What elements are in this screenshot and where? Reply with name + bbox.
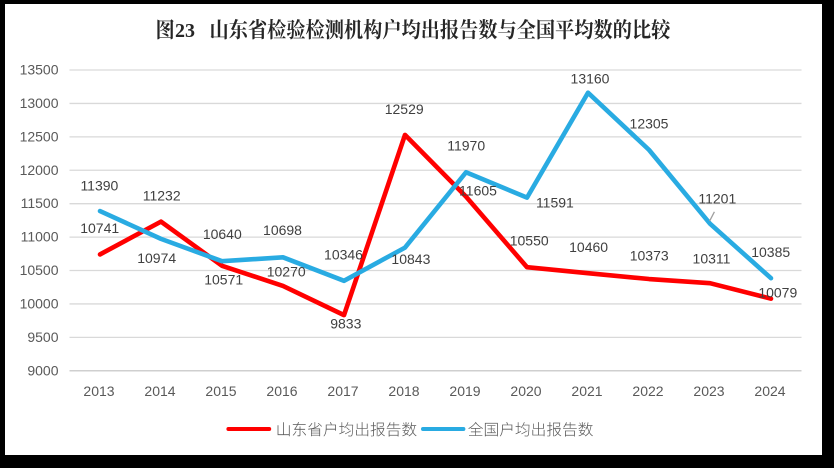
svg-text:12000: 12000 xyxy=(20,162,59,178)
svg-text:10741: 10741 xyxy=(80,220,119,236)
svg-text:23: 23 xyxy=(175,20,195,42)
svg-text:2018: 2018 xyxy=(388,383,419,399)
svg-text:10346: 10346 xyxy=(324,247,363,263)
svg-text:10500: 10500 xyxy=(20,262,59,278)
svg-text:13160: 13160 xyxy=(571,71,610,87)
svg-text:2024: 2024 xyxy=(754,383,785,399)
svg-text:12305: 12305 xyxy=(630,116,669,132)
svg-text:2023: 2023 xyxy=(693,383,724,399)
svg-text:10698: 10698 xyxy=(263,222,302,238)
svg-text:10079: 10079 xyxy=(758,285,797,301)
svg-text:10550: 10550 xyxy=(510,232,549,248)
svg-text:2020: 2020 xyxy=(510,383,541,399)
svg-text:13000: 13000 xyxy=(20,95,59,111)
svg-text:2013: 2013 xyxy=(83,383,114,399)
svg-text:9000: 9000 xyxy=(27,362,58,378)
svg-text:11232: 11232 xyxy=(143,188,181,204)
svg-text:10270: 10270 xyxy=(267,263,306,279)
svg-text:10974: 10974 xyxy=(137,250,176,266)
svg-text:11500: 11500 xyxy=(21,195,59,211)
svg-text:2016: 2016 xyxy=(266,383,297,399)
svg-text:10373: 10373 xyxy=(630,248,669,264)
svg-text:10000: 10000 xyxy=(20,296,59,312)
svg-text:12529: 12529 xyxy=(385,101,424,117)
svg-text:2021: 2021 xyxy=(571,383,602,399)
svg-text:10640: 10640 xyxy=(203,226,242,242)
svg-text:9833: 9833 xyxy=(330,315,361,331)
svg-text:9500: 9500 xyxy=(27,329,58,345)
svg-text:10460: 10460 xyxy=(569,239,608,255)
svg-text:10311: 10311 xyxy=(693,250,731,266)
svg-text:12500: 12500 xyxy=(20,128,59,144)
svg-text:2022: 2022 xyxy=(632,383,663,399)
svg-text:11000: 11000 xyxy=(21,229,59,245)
svg-text:10571: 10571 xyxy=(204,271,243,287)
svg-text:11390: 11390 xyxy=(80,177,118,193)
svg-text:11970: 11970 xyxy=(447,137,485,153)
svg-text:11605: 11605 xyxy=(459,183,497,199)
svg-text:2014: 2014 xyxy=(144,383,175,399)
svg-text:2015: 2015 xyxy=(205,383,236,399)
svg-text:10385: 10385 xyxy=(751,244,790,260)
svg-text:11201: 11201 xyxy=(698,190,736,206)
svg-text:13500: 13500 xyxy=(20,62,59,78)
svg-text:10843: 10843 xyxy=(391,251,430,267)
svg-text:2017: 2017 xyxy=(327,383,358,399)
svg-text:2019: 2019 xyxy=(449,383,480,399)
svg-text:11591: 11591 xyxy=(536,195,574,211)
